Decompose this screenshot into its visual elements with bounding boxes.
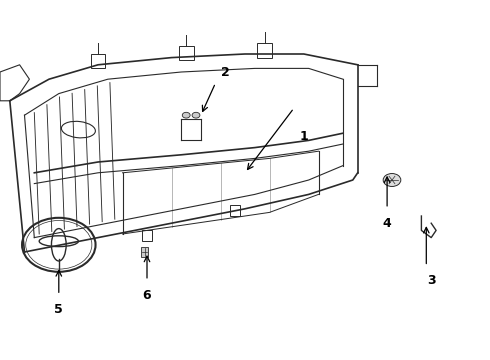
Circle shape [192,112,200,118]
Text: 2: 2 [221,66,230,78]
Bar [179,46,194,60]
Text: 5: 5 [54,303,63,316]
Bar [91,54,105,68]
Text: 4: 4 [383,217,392,230]
Bar [257,43,272,58]
Circle shape [182,112,190,118]
Bar [141,247,148,257]
Text: 6: 6 [143,289,151,302]
Circle shape [383,174,401,186]
Text: 3: 3 [427,274,436,287]
Bar [230,205,240,216]
Bar [142,230,152,241]
Text: 1: 1 [299,130,308,143]
